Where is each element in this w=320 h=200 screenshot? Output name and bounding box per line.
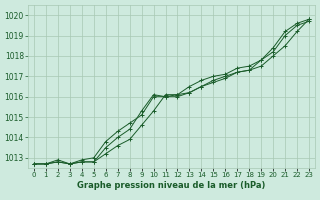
X-axis label: Graphe pression niveau de la mer (hPa): Graphe pression niveau de la mer (hPa) [77,181,266,190]
